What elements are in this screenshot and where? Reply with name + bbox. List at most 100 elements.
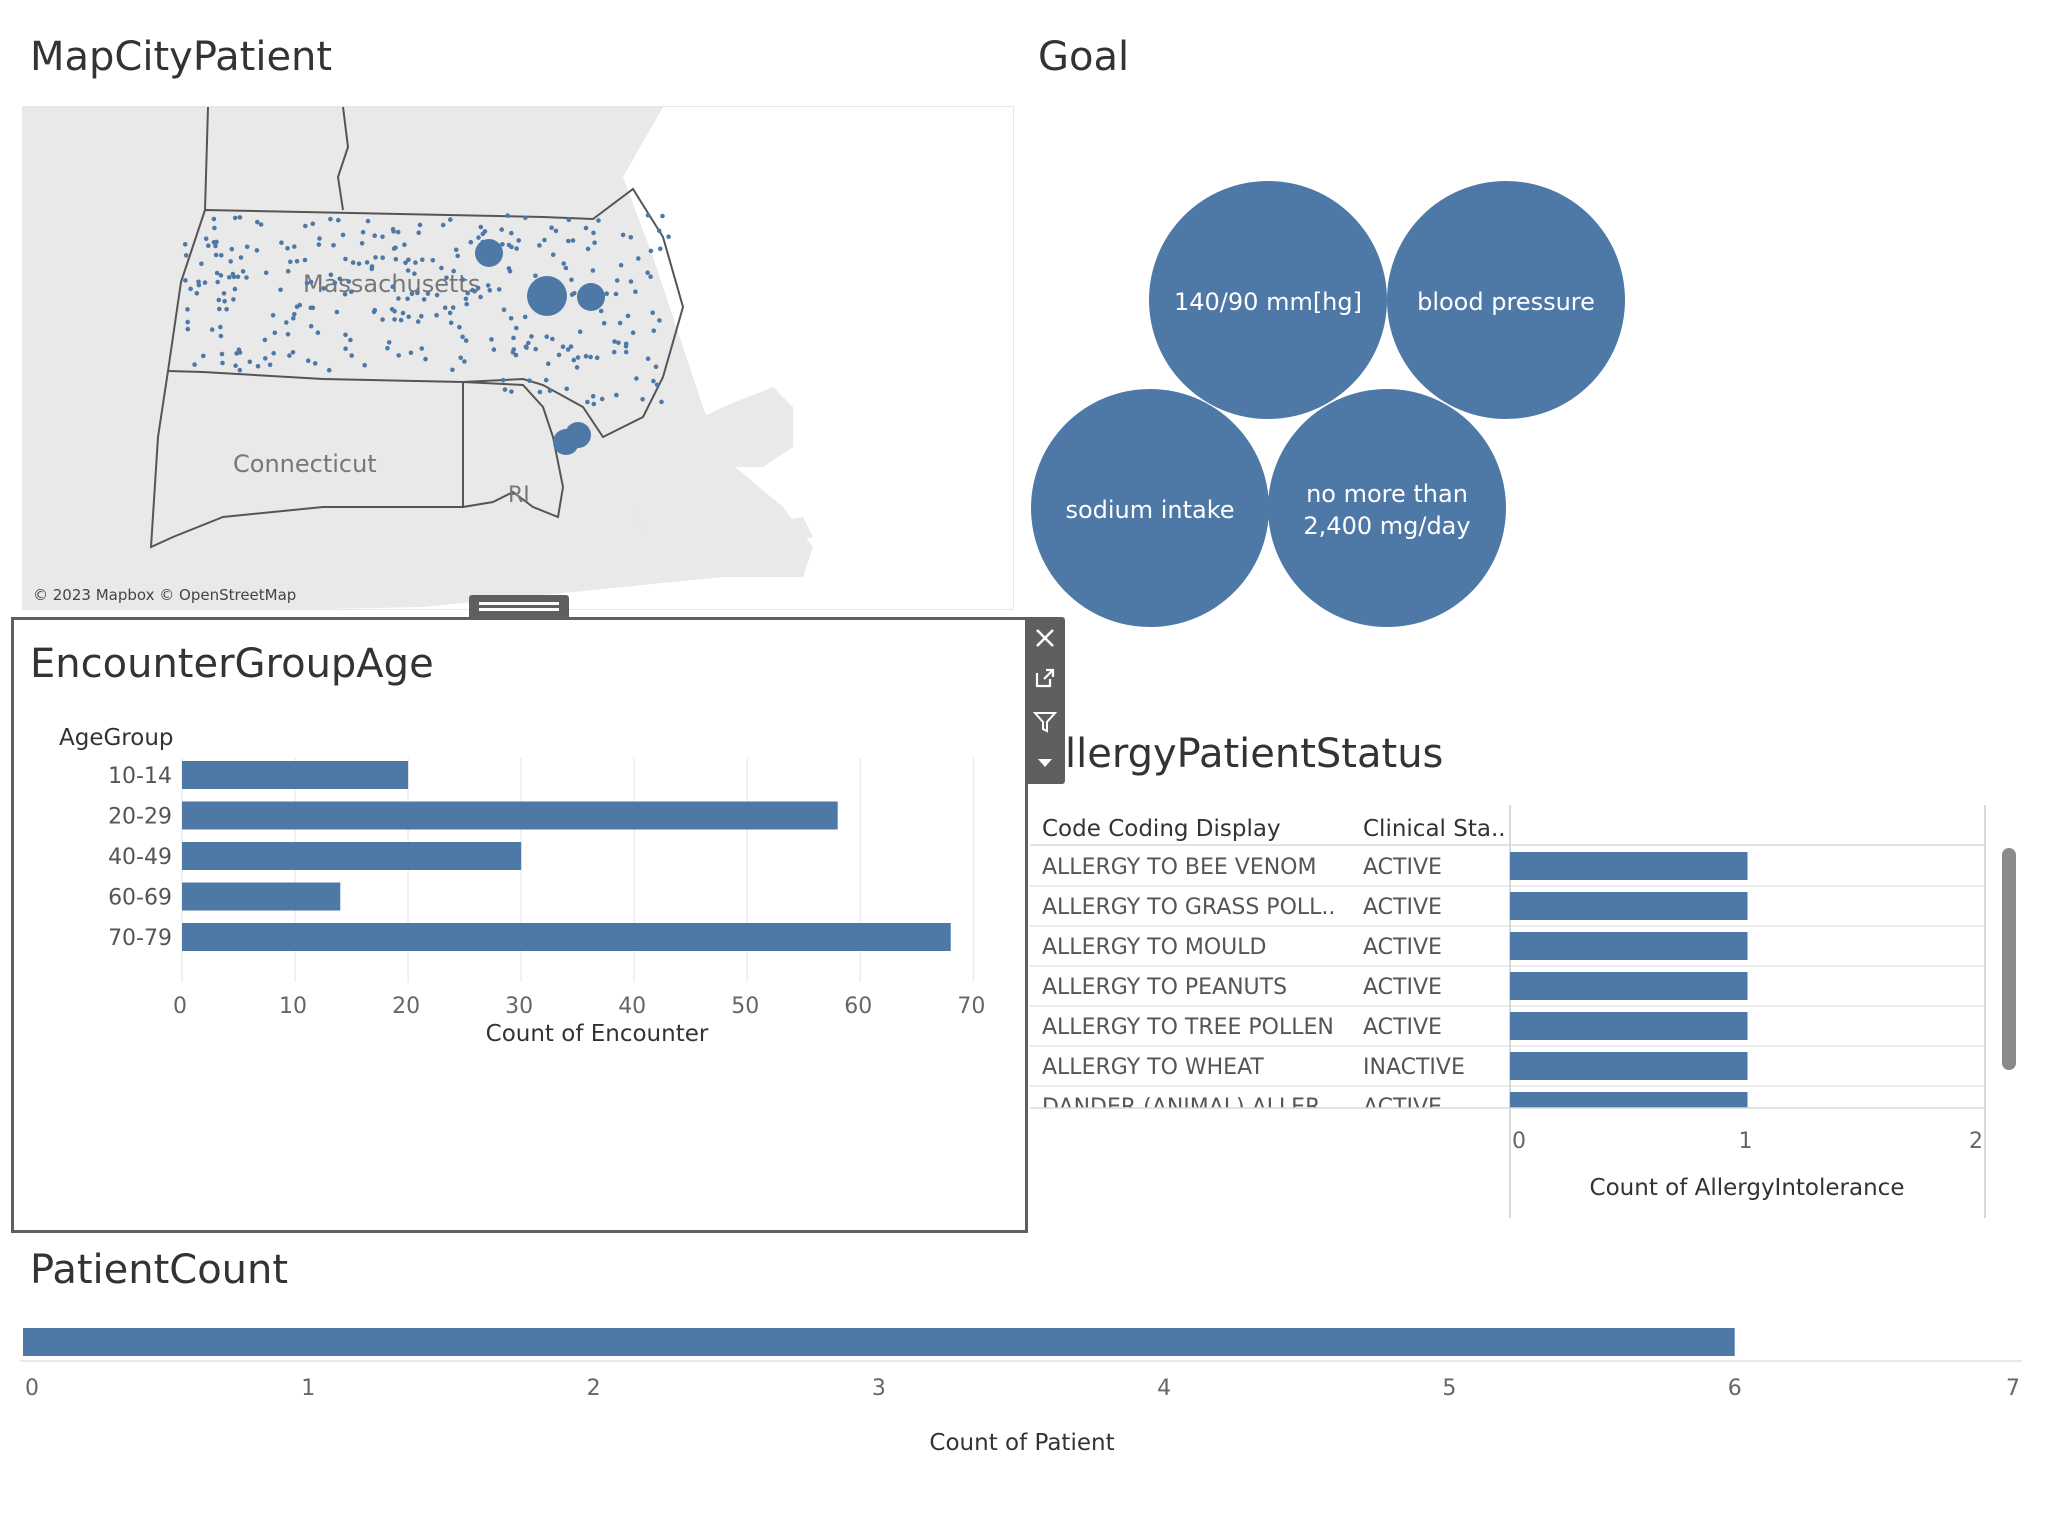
city-dot[interactable] [312,361,318,366]
city-dot[interactable] [308,279,314,285]
allergy-col1-header[interactable]: Code Coding Display [1042,816,1281,842]
city-dot[interactable] [395,229,401,235]
city-dot[interactable] [294,304,300,310]
city-dot[interactable] [328,216,333,222]
city-dot[interactable] [192,362,197,367]
city-dot[interactable] [303,223,308,229]
city-dot[interactable] [380,255,386,260]
city-dot[interactable] [255,219,260,225]
city-dot[interactable] [478,224,484,230]
allergy-display-cell[interactable]: ALLERGY TO PEANUTS [1042,975,1287,1000]
city-dot[interactable] [470,287,475,293]
city-dot[interactable] [219,351,225,357]
city-dot[interactable] [565,347,571,352]
city-dot[interactable] [183,253,189,258]
allergy-scrollbar[interactable] [2002,848,2016,1070]
city-dot[interactable] [577,329,583,334]
city-dot[interactable] [547,388,553,394]
city-dot[interactable] [337,276,343,282]
city-dot[interactable] [489,337,494,342]
map-attribution[interactable]: © 2023 Mapbox © OpenStreetMap [33,586,296,604]
city-dot[interactable] [359,241,365,246]
city-dot[interactable] [550,336,555,342]
allergy-display-cell[interactable]: ALLERGY TO TREE POLLEN [1042,1015,1334,1040]
city-dot[interactable] [412,271,417,276]
city-dot[interactable] [509,230,514,236]
city-dot[interactable] [342,292,348,297]
map-view[interactable]: Massachusetts Connecticut RI © 2023 Mapb… [22,106,1014,610]
city-dot[interactable] [326,367,332,373]
city-dot[interactable] [537,243,542,248]
allergy-bar[interactable] [1510,1012,1748,1040]
city-dot[interactable] [185,307,190,312]
city-dot[interactable] [463,296,469,302]
city-dot[interactable] [462,359,467,364]
city-dot[interactable] [308,323,314,329]
city-dot[interactable] [334,309,340,315]
city-dot[interactable] [623,344,629,349]
city-dot[interactable] [657,318,662,323]
city-dot[interactable] [294,259,300,264]
city-dot[interactable] [588,354,593,360]
open-external-icon[interactable] [1025,659,1065,697]
city-dot[interactable] [340,232,346,238]
city-dot[interactable] [396,353,402,358]
city-dot[interactable] [660,213,665,219]
city-dot[interactable] [583,225,589,231]
city-dot[interactable] [546,361,551,366]
city-dot[interactable] [505,213,510,218]
city-dot[interactable] [292,311,297,317]
city-dot[interactable] [236,347,242,352]
patient-chart[interactable]: Count of Patient 0 1 2 3 4 5 6 7 [20,1320,2045,1460]
city-dot[interactable] [229,246,235,252]
city-dot[interactable] [206,243,211,248]
city-dot[interactable] [218,333,224,339]
city-dot[interactable] [628,235,634,240]
city-dot[interactable] [285,332,291,337]
city-dot[interactable] [373,255,378,260]
allergy-bar[interactable] [1510,972,1748,1000]
city-dot[interactable] [544,334,549,339]
city-dot[interactable] [575,355,581,360]
city-dot[interactable] [254,248,260,253]
city-dot[interactable] [211,216,217,222]
city-dot[interactable] [509,389,514,394]
map-canvas[interactable]: Massachusetts Connecticut RI © 2023 Mapb… [23,107,1013,609]
city-dot[interactable] [511,335,516,341]
city-dot[interactable] [231,297,236,302]
city-dot[interactable] [315,330,321,335]
goal-bubbles[interactable]: 140/90 mm[hg] blood pressure sodium inta… [1030,170,1650,640]
city-dot[interactable] [601,320,607,326]
city-dot[interactable] [549,225,554,230]
city-dot[interactable] [292,244,297,249]
city-dot[interactable] [244,244,250,250]
city-dot[interactable] [406,314,412,320]
city-dot[interactable] [194,291,200,296]
city-dot[interactable] [653,364,659,370]
city-dot[interactable] [594,355,600,360]
city-dot[interactable] [423,356,428,362]
city-dot[interactable] [400,310,406,316]
allergy-bar[interactable] [1510,852,1748,880]
city-dot[interactable] [285,246,290,251]
city-dot[interactable] [585,246,591,252]
city-dot[interactable] [360,229,366,235]
encounter-bar[interactable] [182,801,838,830]
city-dot[interactable] [391,246,397,251]
allergy-bar[interactable] [1510,1052,1748,1080]
city-dot[interactable] [392,317,397,322]
city-dot[interactable] [262,337,268,343]
city-dot[interactable] [434,292,440,298]
city-dot[interactable] [564,386,569,392]
city-dot[interactable] [346,279,352,284]
city-dot[interactable] [232,286,238,292]
city-dot[interactable] [468,239,474,245]
city-dot[interactable] [447,310,453,316]
city-dot[interactable] [343,256,348,262]
city-dot[interactable] [645,213,651,218]
city-dot[interactable] [385,345,390,351]
city-dot[interactable] [364,260,370,265]
city-dot[interactable] [188,286,193,292]
city-dot[interactable] [405,268,411,273]
city-dot[interactable] [290,350,296,355]
